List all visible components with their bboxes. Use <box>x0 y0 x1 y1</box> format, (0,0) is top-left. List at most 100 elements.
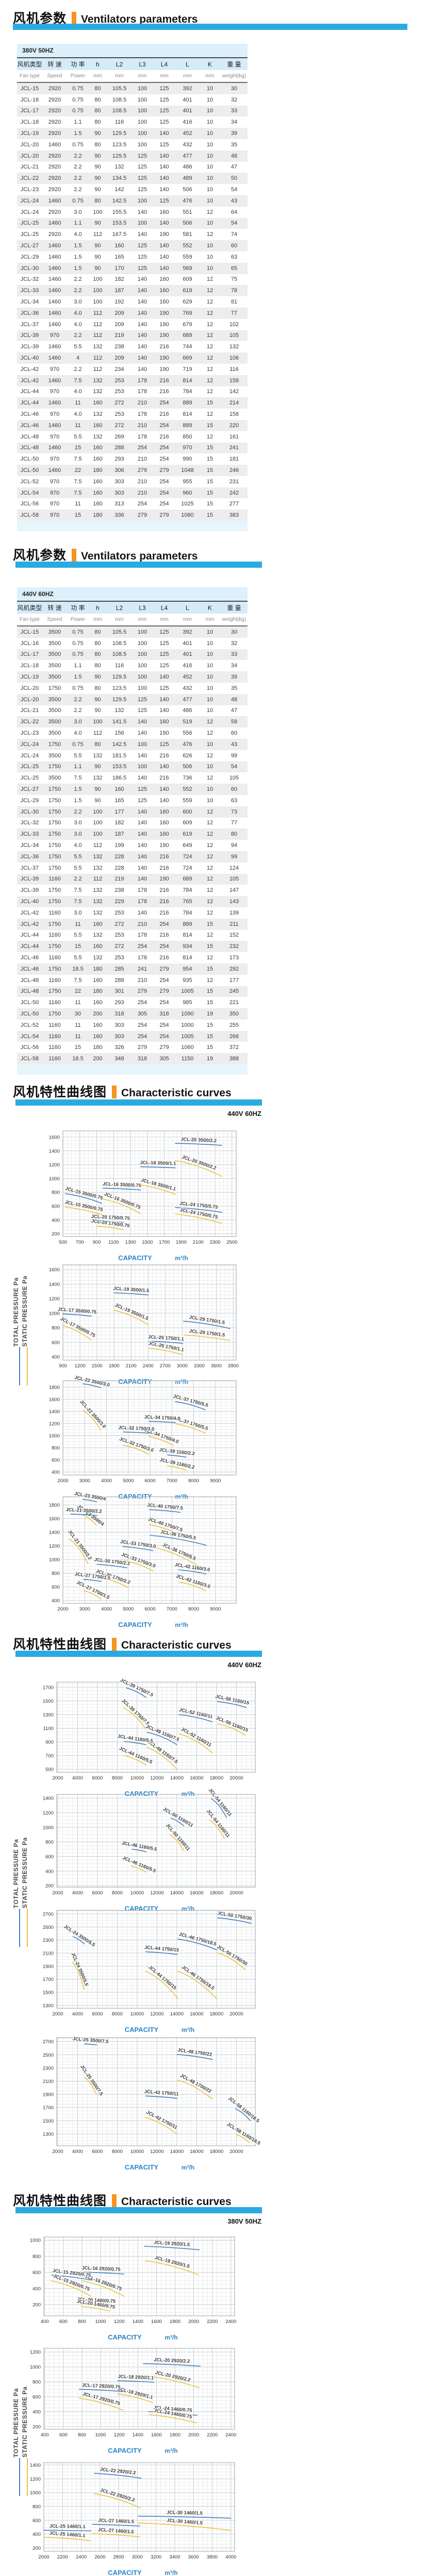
table-cell: 60 <box>231 243 238 249</box>
table-cell: 160 <box>93 999 103 1006</box>
column-subheader: weight(kg) <box>222 617 246 622</box>
table-cell: 2.2 <box>74 287 82 294</box>
x-axis-tick: 5000 <box>123 1478 134 1484</box>
table-row: JCL-48 970 5.5 132 269 178 216 850 12 161 <box>17 431 248 443</box>
table-cell: 254 <box>159 999 169 1006</box>
grid <box>57 2038 255 2146</box>
table-cell: 4.0 <box>74 321 82 328</box>
table-cell: 12 <box>206 344 213 350</box>
table-cell: 100 <box>137 197 147 204</box>
y-axis-tick: 1200 <box>49 1296 60 1302</box>
x-axis-tick: 700 <box>76 1240 84 1245</box>
table-cell: 0.75 <box>72 108 84 114</box>
static-pressure-curve <box>149 2414 197 2424</box>
curve-label: JCL-44 1160/5.5 <box>119 1745 153 1765</box>
table-row: JCL-20 1460 0.75 80 123.5 100 125 432 10 35 <box>17 139 248 150</box>
table-cell: 160 <box>159 299 169 306</box>
y-axis-tick: 2500 <box>43 1925 54 1930</box>
table-cell: 15 <box>206 1022 213 1028</box>
x-axis-tick: 2400 <box>225 2432 236 2438</box>
x-axis-tick: 400 <box>41 2319 49 2325</box>
table-cell: 318 <box>159 1010 169 1017</box>
table-cell: 12 <box>206 287 213 294</box>
table-cell: 140 <box>137 730 147 737</box>
table-cell: JCL-52 <box>20 478 39 485</box>
table-cell: 254 <box>159 1033 169 1040</box>
table-cell: 200 <box>93 1010 103 1017</box>
table-cell: 216 <box>159 344 169 350</box>
table-cell: 100 <box>137 108 147 114</box>
table-cell: 2920 <box>48 85 61 92</box>
table-cell: 10 <box>206 220 213 227</box>
table-cell: 160 <box>114 786 124 793</box>
table-cell: 216 <box>159 377 169 384</box>
table-cell: 432 <box>183 685 192 691</box>
x-axis-tick: 1500 <box>142 1240 153 1245</box>
table-cell: 74 <box>231 231 238 238</box>
table-cell: 100 <box>137 96 147 103</box>
table-cell: 7.5 <box>74 977 82 984</box>
table-cell: 99 <box>231 853 238 860</box>
table-cell: 129.5 <box>112 674 127 681</box>
table-cell: 7.5 <box>74 887 82 894</box>
table-cell: 165 <box>114 253 124 260</box>
table-cell: 33 <box>231 651 238 658</box>
table-cell: 990 <box>183 456 192 463</box>
y-axis-tick: 700 <box>45 1753 54 1759</box>
table-cell: 12 <box>206 299 213 306</box>
y-axis-tick: 400 <box>52 1354 60 1360</box>
table-voltage-tab: 440V 60HZ <box>17 587 248 601</box>
table-cell: JCL-48 <box>20 445 39 451</box>
table-cell: 970 <box>50 501 60 507</box>
table-cell: 216 <box>159 865 169 871</box>
table-cell: 100 <box>137 119 147 126</box>
table-cell: 10 <box>206 764 213 770</box>
table-cell: 228 <box>114 853 124 860</box>
table-cell: 43 <box>231 741 238 748</box>
table-cell: 178 <box>137 377 147 384</box>
table-row: JCL-46 970 4.0 132 253 178 216 814 12 158 <box>17 409 248 420</box>
accent-bar <box>112 1638 117 1651</box>
y-axis-tick: 1000 <box>49 1311 60 1316</box>
y-axis-tick: 1500 <box>43 1699 54 1704</box>
x-axis-tick: 3600 <box>188 2554 199 2560</box>
column-header: 功 率 <box>71 61 85 68</box>
table-cell: 934 <box>183 943 192 950</box>
table-cell: 216 <box>159 775 169 782</box>
table-cell: 2920 <box>48 209 61 215</box>
curve-label: JCL-17 2920/0.75 <box>81 2382 120 2389</box>
x-axis-tick: 16000 <box>190 2149 203 2155</box>
table-cell: JCL-58 <box>20 1056 39 1062</box>
curve-label: JCL-20 2920/2.2 <box>154 2357 190 2364</box>
x-axis-tick: 3000 <box>79 1478 90 1484</box>
table-cell: JCL-21 <box>20 707 39 714</box>
x-axis-tick: 2000 <box>57 1606 68 1612</box>
table-cell: JCL-44 <box>20 388 39 395</box>
table-cell: JCL-22 <box>20 719 39 725</box>
table-cell: 132 <box>229 344 239 350</box>
table-cell: 2.2 <box>74 808 82 815</box>
y-axis-tick: 1300 <box>43 2131 54 2137</box>
table-cell: 18.5 <box>72 965 84 972</box>
column-header: 风机类型 <box>17 604 42 612</box>
table-cell: 210 <box>137 489 147 496</box>
x-axis-tick: 2400 <box>76 2554 87 2560</box>
table-cell: 112 <box>93 876 103 883</box>
curve-label: JCL-39 1160/2.2 <box>159 1447 195 1456</box>
table-cell: 54 <box>231 187 238 193</box>
table-cell: 30 <box>74 1010 81 1017</box>
table-cell: 108.5 <box>112 640 127 647</box>
static-pressure-curve <box>65 1207 103 1215</box>
table-cell: 12 <box>206 842 213 849</box>
table-cell: 140 <box>159 696 169 703</box>
y-axis-tick: 2300 <box>43 2065 54 2071</box>
total-pressure-line-swatch <box>19 1347 20 1385</box>
curve-label: JCL-18 3500/1.1 <box>140 1177 176 1192</box>
x-axis-tick: 10000 <box>130 2149 144 2155</box>
total-pressure-curve <box>148 2411 197 2416</box>
x-axis-tick: 2000 <box>188 2319 199 2325</box>
section-title-cn: 风机特性曲线图 <box>13 2194 107 2208</box>
table-cell: 254 <box>159 921 169 927</box>
table-cell: 272 <box>114 943 124 950</box>
y-axis-tick: 1300 <box>43 1712 54 1718</box>
